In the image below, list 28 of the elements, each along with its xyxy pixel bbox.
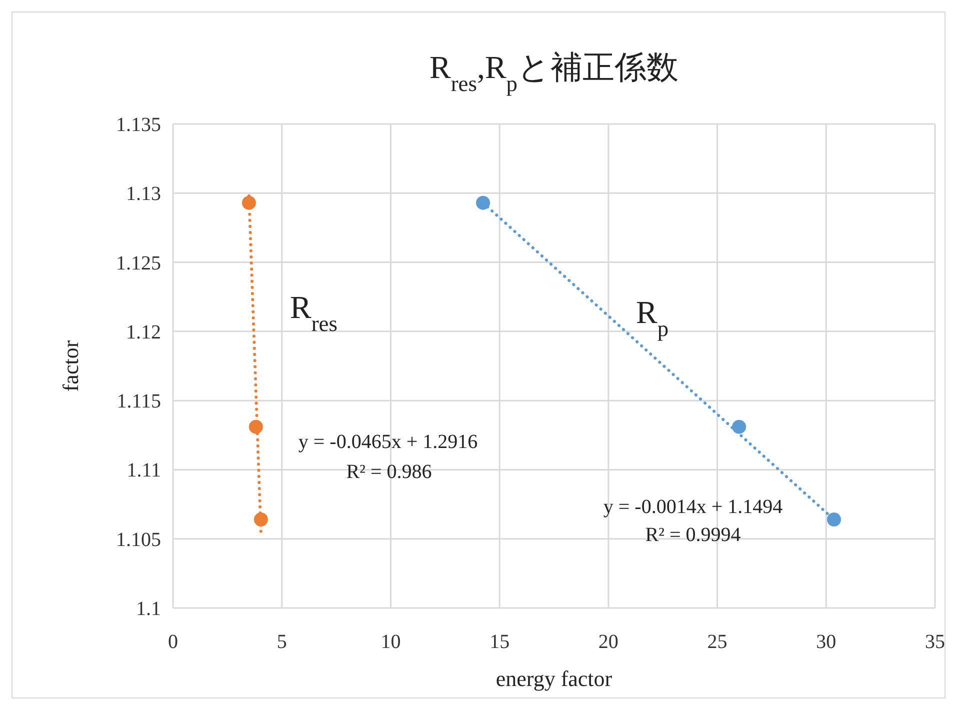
x-tick-label: 20 [598,631,618,653]
x-tick-label: 35 [925,631,945,653]
annotation: R² = 0.986 [346,461,432,483]
y-tick-label: 1.12 [126,321,161,344]
annotation: y = -0.0014x + 1.1494 [603,496,783,518]
x-tick-label: 30 [816,631,836,653]
x-tick-label: 10 [380,631,401,653]
point [826,512,841,526]
x-tick-label: 15 [490,631,510,653]
y-tick-label: 1.115 [116,390,161,413]
point [476,196,490,210]
y-tick-label: 1.11 [126,460,161,482]
point [732,420,746,434]
chart-title: R$_{res}$,R$_{p}$と補正係数 [430,49,678,96]
annotation: R$_{p}$ [636,294,669,340]
y-tick-label: 1.125 [116,252,161,274]
y-tick-label: 1.1 [136,598,161,620]
y-tick-label: 1.13 [126,183,161,206]
annotation: R$_{res}$ [290,289,338,336]
x-axis-title: energy factor [496,666,613,691]
x-tick-label: 0 [168,631,178,653]
x-tick-label: 5 [276,631,287,653]
y-tick-label: 1.135 [116,114,161,136]
x-tick-label: 25 [707,631,728,653]
y-axis-title: factor [58,340,83,392]
y-tick-label: 1.105 [116,528,161,551]
annotation: R² = 0.9994 [645,524,741,546]
annotation: y = -0.0465x + 1.2916 [298,431,478,453]
